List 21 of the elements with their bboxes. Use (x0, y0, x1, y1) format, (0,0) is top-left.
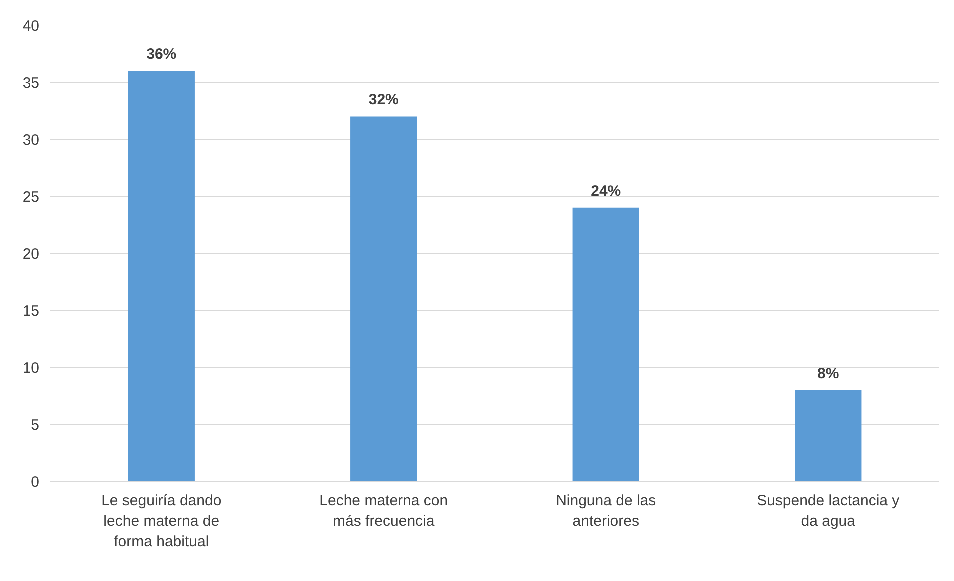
y-tick-label: 40 (22, 18, 40, 35)
y-tick-label: 30 (22, 132, 40, 149)
x-tick-label: Leche materna con más frecuencia (320, 492, 448, 530)
x-tick-label: Le seguiría dando leche materna de forma habitual (102, 492, 222, 550)
data-label: 36% (146, 46, 177, 64)
x-tick-label: Suspende lactancia y da agua (757, 492, 900, 530)
bar (350, 116, 418, 482)
y-tick-label: 15 (22, 303, 40, 320)
y-tick-label: 10 (22, 360, 40, 377)
x-tick-label: Ninguna de las anteriores (556, 492, 656, 530)
bar (128, 71, 195, 482)
data-label: 24% (591, 182, 622, 200)
y-tick-label: 0 (31, 474, 40, 491)
y-tick-label: 25 (22, 189, 40, 206)
y-tick-label: 35 (22, 75, 40, 92)
bar (795, 390, 862, 482)
y-tick-label: 20 (22, 246, 40, 263)
data-label: 8% (818, 365, 840, 382)
y-tick-label: 5 (31, 417, 40, 434)
bar (572, 208, 640, 482)
data-label: 32% (368, 92, 399, 109)
